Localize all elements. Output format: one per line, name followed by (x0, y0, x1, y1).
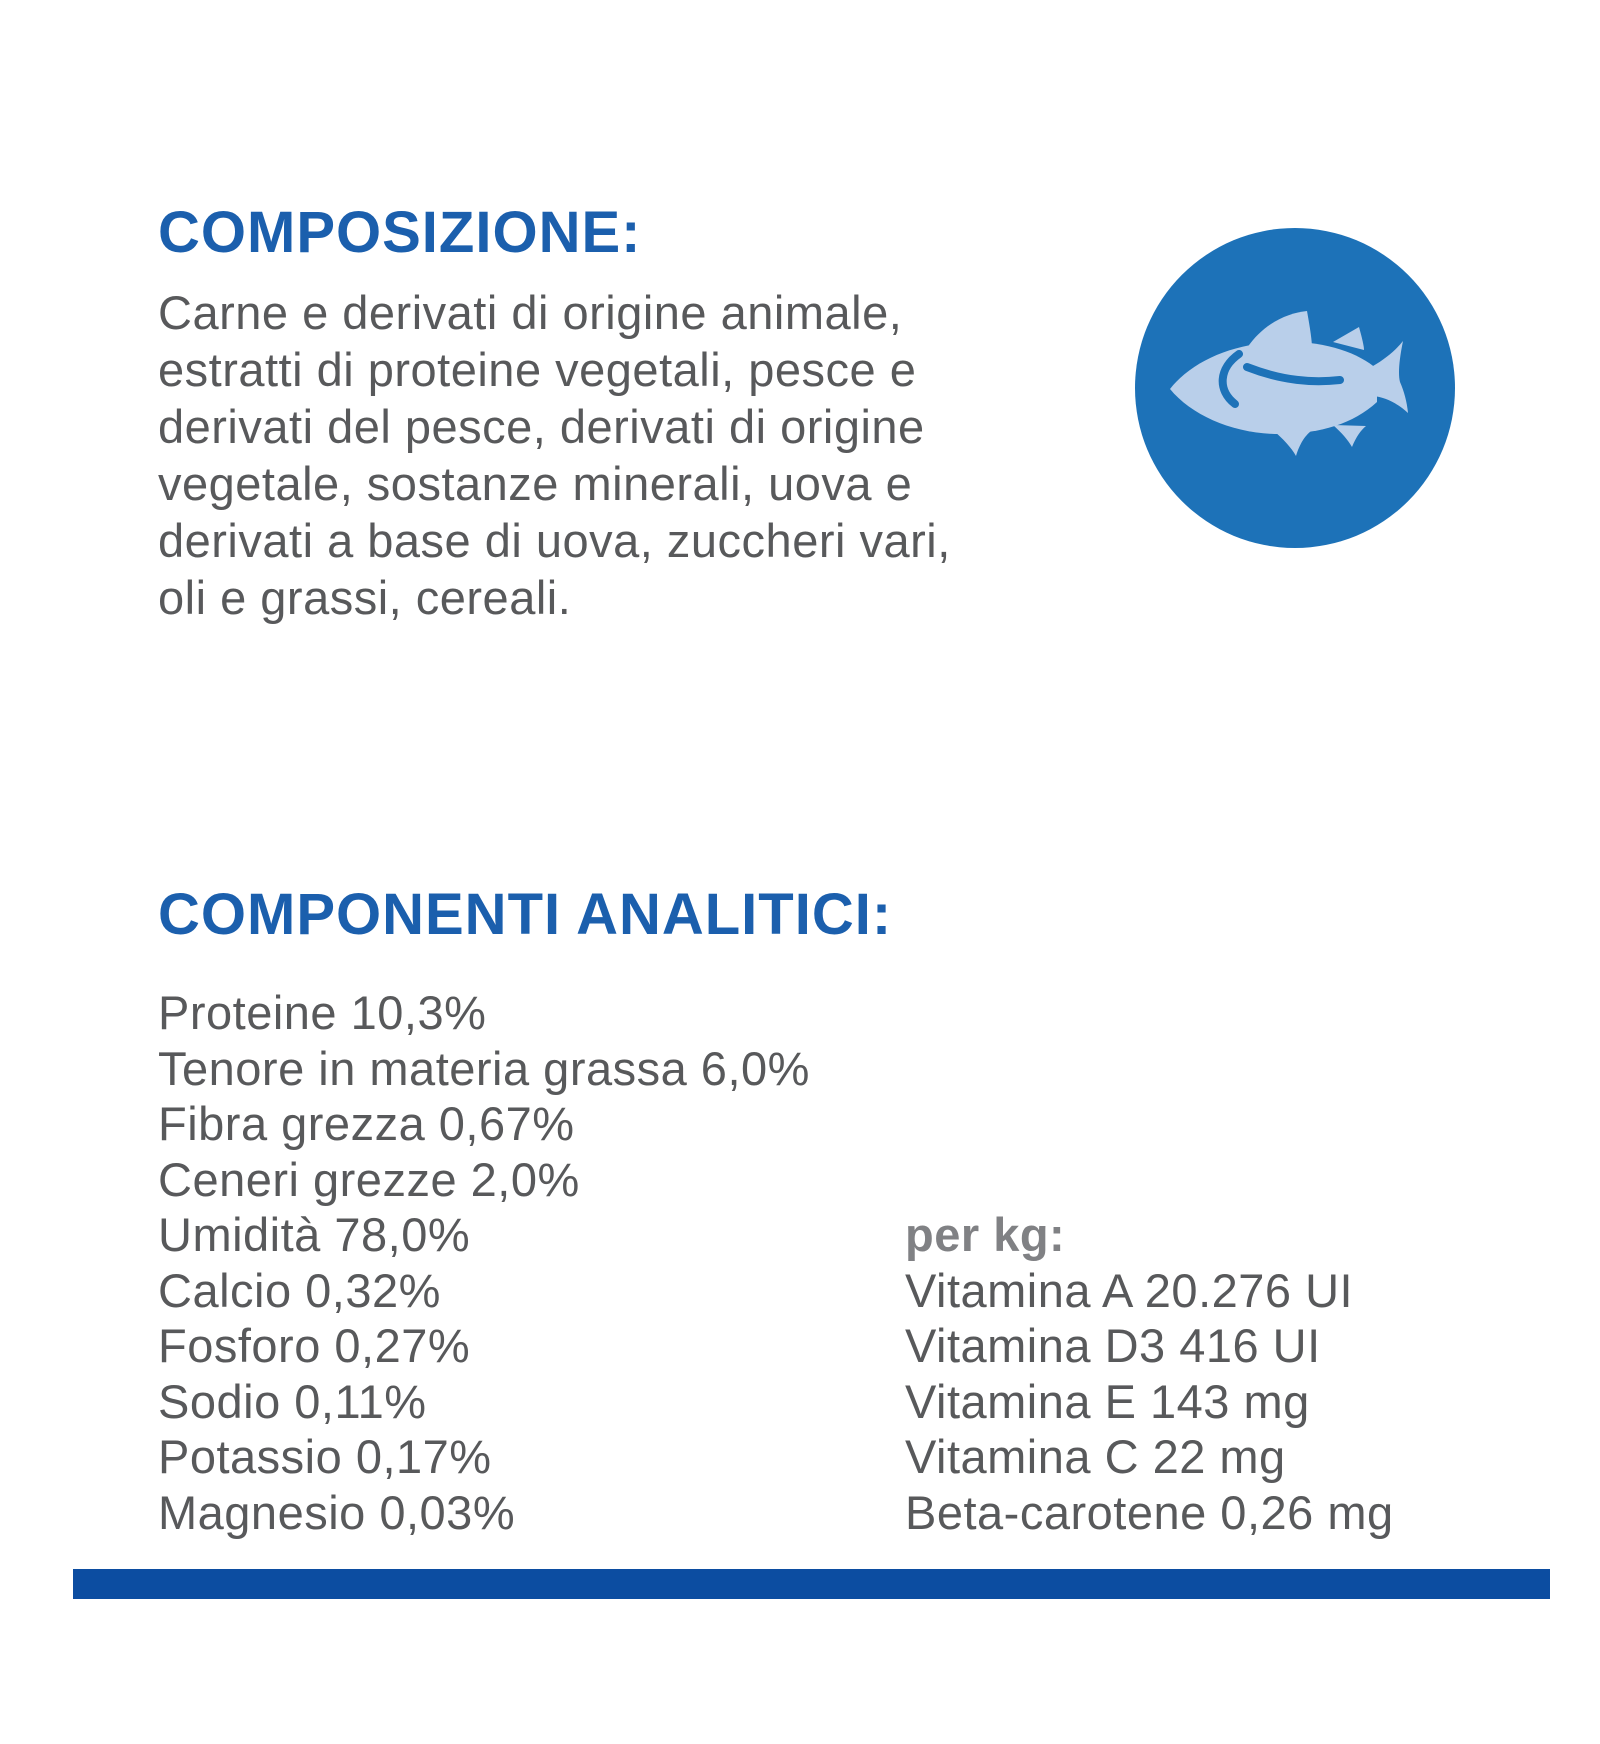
per-kg-block: per kg: Vitamina A 20.276 UI Vitamina D3… (905, 1207, 1394, 1540)
list-item: Fibra grezza 0,67% (158, 1097, 575, 1150)
composition-line: derivati a base di uova, zuccheri vari, (158, 514, 951, 567)
per-kg-label: per kg: (905, 1208, 1066, 1261)
composition-line: oli e grassi, cereali. (158, 571, 572, 624)
list-item: Proteine 10,3% (158, 986, 487, 1039)
list-item: Calcio 0,32% (158, 1263, 441, 1317)
list-item: Ceneri grezze 2,0% (158, 1152, 580, 1206)
list-item: Vitamina E 143 mg (905, 1374, 1310, 1428)
composition-line: vegetale, sostanze minerali, uova e (158, 457, 913, 510)
composition-line: estratti di proteine vegetali, pesce e (158, 343, 917, 396)
analytics-list: Proteine 10,3% Tenore in materia grassa … (158, 985, 810, 1540)
analytics-title: COMPONENTI ANALITICI: (158, 882, 893, 947)
list-item: Fosforo 0,27% (158, 1319, 471, 1372)
list-item: Sodio 0,11% (158, 1374, 427, 1428)
fish-icon (1135, 228, 1455, 548)
list-item: Vitamina C 22 mg (905, 1430, 1286, 1483)
composition-text: Carne e derivati di origine animale, est… (158, 284, 1098, 626)
composition-line: derivati del pesce, derivati di origine (158, 400, 925, 453)
list-item: Magnesio 0,03% (158, 1485, 516, 1539)
list-item: Tenore in materia grassa 6,0% (158, 1041, 810, 1095)
list-item: Potassio 0,17% (158, 1430, 492, 1483)
bottom-divider-bar (73, 1569, 1550, 1599)
list-item: Vitamina D3 416 UI (905, 1319, 1321, 1372)
list-item: Umidità 78,0% (158, 1208, 471, 1261)
composition-title: COMPOSIZIONE: (158, 200, 642, 265)
list-item: Beta-carotene 0,26 mg (905, 1485, 1394, 1539)
fish-badge (1135, 228, 1455, 548)
composition-line: Carne e derivati di origine animale, (158, 286, 903, 339)
list-item: Vitamina A 20.276 UI (905, 1263, 1354, 1317)
